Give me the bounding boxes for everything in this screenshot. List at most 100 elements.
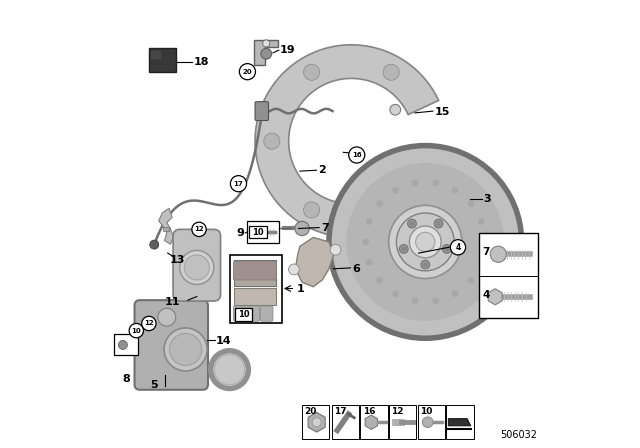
Bar — [332, 405, 359, 439]
Text: 3: 3 — [484, 194, 491, 204]
Circle shape — [442, 245, 451, 253]
Bar — [389, 405, 417, 439]
Circle shape — [214, 354, 244, 385]
Text: 12: 12 — [194, 226, 204, 233]
Bar — [418, 405, 445, 439]
Text: 4: 4 — [482, 289, 490, 300]
Circle shape — [239, 64, 255, 80]
Circle shape — [390, 104, 401, 115]
Text: 8: 8 — [122, 374, 130, 383]
Circle shape — [371, 208, 387, 224]
Circle shape — [366, 259, 372, 266]
Circle shape — [376, 200, 383, 207]
FancyBboxPatch shape — [236, 308, 252, 321]
Circle shape — [422, 417, 433, 427]
Polygon shape — [151, 51, 160, 58]
Circle shape — [261, 48, 271, 59]
Text: 5: 5 — [150, 380, 158, 390]
Text: 9: 9 — [237, 228, 244, 238]
Bar — [446, 405, 474, 439]
Circle shape — [303, 64, 319, 80]
Circle shape — [346, 163, 504, 321]
Circle shape — [329, 146, 522, 338]
Circle shape — [399, 245, 408, 253]
Circle shape — [262, 40, 270, 47]
FancyBboxPatch shape — [173, 229, 221, 301]
Text: 10: 10 — [131, 327, 141, 334]
Circle shape — [289, 264, 300, 275]
Text: 17: 17 — [234, 181, 243, 187]
Text: 13: 13 — [170, 255, 185, 265]
Text: 18: 18 — [194, 57, 209, 67]
Circle shape — [396, 213, 454, 271]
Polygon shape — [149, 48, 176, 72]
Circle shape — [415, 232, 435, 251]
Text: 12: 12 — [144, 320, 154, 327]
Text: 1: 1 — [297, 284, 305, 293]
FancyBboxPatch shape — [247, 306, 260, 321]
Text: 20: 20 — [243, 69, 252, 75]
FancyBboxPatch shape — [114, 334, 138, 355]
Circle shape — [366, 218, 372, 225]
Circle shape — [478, 259, 484, 266]
Circle shape — [295, 221, 309, 236]
Polygon shape — [449, 418, 471, 426]
Bar — [248, 221, 279, 243]
Text: 10: 10 — [420, 407, 432, 416]
FancyBboxPatch shape — [234, 306, 246, 321]
Text: 2: 2 — [317, 165, 326, 175]
Text: 16: 16 — [352, 152, 362, 158]
Bar — [479, 233, 538, 318]
Circle shape — [192, 222, 206, 237]
Circle shape — [303, 202, 319, 218]
Circle shape — [490, 246, 506, 262]
Circle shape — [330, 244, 341, 255]
Circle shape — [252, 227, 262, 237]
Circle shape — [412, 297, 419, 304]
Circle shape — [482, 238, 488, 246]
Text: 7: 7 — [482, 247, 490, 257]
FancyBboxPatch shape — [249, 226, 267, 238]
Text: 14: 14 — [216, 336, 232, 346]
Circle shape — [388, 205, 462, 279]
Text: 11: 11 — [164, 297, 180, 307]
Circle shape — [468, 277, 474, 284]
Circle shape — [184, 255, 209, 280]
Circle shape — [230, 176, 246, 192]
Circle shape — [468, 200, 474, 207]
Circle shape — [422, 262, 428, 267]
Circle shape — [478, 218, 484, 225]
Text: 19: 19 — [280, 45, 295, 55]
Polygon shape — [308, 412, 325, 432]
Circle shape — [312, 418, 321, 426]
Text: 17: 17 — [334, 407, 346, 416]
Text: 6: 6 — [352, 264, 360, 274]
Polygon shape — [365, 415, 378, 429]
Circle shape — [432, 180, 439, 186]
Circle shape — [421, 260, 429, 269]
Polygon shape — [234, 260, 276, 286]
Polygon shape — [253, 40, 278, 65]
Circle shape — [349, 147, 365, 163]
Text: 12: 12 — [391, 407, 404, 416]
Circle shape — [436, 221, 442, 227]
Text: 10: 10 — [252, 228, 264, 237]
Text: 506032: 506032 — [500, 430, 538, 440]
Circle shape — [392, 187, 399, 194]
Polygon shape — [159, 208, 173, 244]
Text: 10: 10 — [238, 310, 250, 319]
Circle shape — [412, 180, 419, 186]
Circle shape — [170, 333, 202, 366]
Circle shape — [164, 328, 207, 371]
Text: 16: 16 — [362, 407, 375, 416]
Polygon shape — [234, 288, 276, 305]
Text: 4: 4 — [455, 243, 461, 252]
Circle shape — [141, 316, 156, 331]
Circle shape — [129, 323, 143, 338]
FancyBboxPatch shape — [134, 300, 208, 390]
Circle shape — [435, 219, 443, 228]
Polygon shape — [488, 289, 502, 305]
Text: 20: 20 — [305, 407, 317, 416]
Circle shape — [410, 226, 441, 258]
Circle shape — [408, 219, 416, 228]
